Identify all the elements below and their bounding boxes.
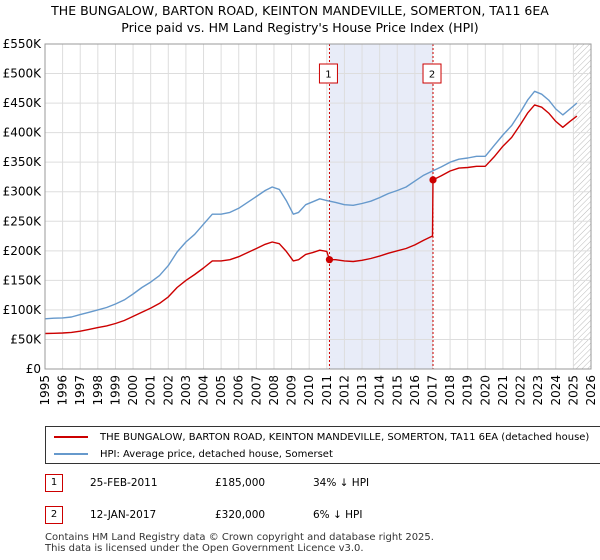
x-tick-label: 2015 [390,375,404,406]
x-tick-label: 2010 [302,375,316,406]
x-tick-label: 2005 [214,375,228,406]
legend-swatch-property [54,436,88,438]
x-tick-label: 2016 [408,375,422,406]
x-tick-label: 1995 [38,375,52,406]
y-tick-label: £100K [3,303,43,317]
sale-label-box [318,63,338,84]
x-tick-label: 2021 [496,375,510,406]
x-tick-label: 2008 [267,375,281,406]
x-tick-label: 2006 [232,375,246,406]
sale-label-number: 2 [429,70,435,81]
x-tick-label: 2012 [337,375,351,406]
property-price-line [44,104,578,335]
between-sales-shade [329,44,434,369]
x-tick-label: 2023 [531,375,545,406]
legend-label-hpi: HPI: Average price, detached house, Some… [100,448,333,460]
y-tick-label: £200K [3,244,43,258]
footer-line2: This data is licensed under the Open Gov… [45,543,364,554]
x-tick-label: 2001 [144,375,158,406]
x-tick-label: 2022 [514,375,528,406]
chart-title-line2: Price paid vs. HM Land Registry's House … [121,20,479,35]
sale-number-badge: 1 [45,474,63,492]
sale-number-badge: 2 [45,506,63,524]
x-tick-label: 2024 [549,375,563,406]
x-tick-label: 1996 [56,375,70,406]
x-tick-label: 1997 [73,375,87,406]
x-tick-label: 2004 [197,375,211,406]
sale-point-marker [325,256,334,264]
sale-point-marker [429,176,437,184]
y-tick-label: £0 [26,362,41,376]
x-tick-label: 2002 [161,375,175,406]
sale-hpi-diff: 34% ↓ HPI [313,477,370,489]
sale-label-number: 1 [325,70,331,81]
chart-legend: THE BUNGALOW, BARTON ROAD, KEINTON MANDE… [45,426,600,464]
x-tick-label: 2003 [179,375,193,406]
x-tick-label: 2017 [425,375,439,406]
y-tick-label: £50K [10,332,42,346]
chart-title-line1: THE BUNGALOW, BARTON ROAD, KEINTON MANDE… [51,3,549,18]
sale-row: 1 25-FEB-2011 £185,000 34% ↓ HPI [45,474,465,496]
x-tick-label: 2007 [249,375,263,406]
x-tick-label: 2020 [478,375,492,406]
sale-price: £320,000 [215,509,266,521]
plot-area [45,44,591,369]
sale-date: 12-JAN-2017 [90,509,157,521]
y-tick-label: £350K [3,155,43,169]
x-tick-label: 2000 [126,375,140,406]
x-tick-label: 2018 [443,375,457,406]
x-tick-label: 2013 [355,375,369,406]
x-tick-label: 2014 [373,375,387,406]
x-tick-label: 1999 [108,375,122,406]
x-tick-label: 2026 [584,375,598,406]
y-tick-label: £450K [3,96,43,110]
legend-swatch-hpi [54,453,88,455]
y-tick-label: £150K [3,273,43,287]
y-tick-label: £300K [3,185,43,199]
y-tick-label: £250K [3,214,43,228]
legend-item-property: THE BUNGALOW, BARTON ROAD, KEINTON MANDE… [54,429,589,445]
sale-price: £185,000 [215,477,266,489]
legend-item-hpi: HPI: Average price, detached house, Some… [54,446,333,462]
forecast-hatch [573,44,591,369]
legend-label-property: THE BUNGALOW, BARTON ROAD, KEINTON MANDE… [100,431,590,443]
footer-line1: Contains HM Land Registry data © Crown c… [45,532,434,543]
footer-attribution: Contains HM Land Registry data © Crown c… [45,532,434,554]
sale-label-box [422,63,442,84]
x-tick-label: 2025 [566,375,580,406]
sale-hpi-diff: 6% ↓ HPI [313,509,363,521]
x-tick-label: 2019 [461,375,475,406]
sale-row: 2 12-JAN-2017 £320,000 6% ↓ HPI [45,506,465,528]
hpi-line [44,90,578,320]
sales-table: 1 25-FEB-2011 £185,000 34% ↓ HPI 2 12-JA… [45,474,465,538]
y-tick-label: £500K [3,67,43,81]
x-tick-label: 1998 [91,375,105,406]
price-chart: 1 2 £0 £50K £100K £150K £200K £250K £300K £350K £… [3,37,598,406]
chart-title: THE BUNGALOW, BARTON ROAD, KEINTON MANDE… [0,2,600,36]
y-tick-label: £550K [3,37,43,51]
plot-border [44,43,592,370]
x-tick-label: 2011 [320,375,334,406]
sale-date: 25-FEB-2011 [90,477,158,489]
x-tick-label: 2009 [285,375,299,406]
y-tick-label: £400K [3,126,43,140]
